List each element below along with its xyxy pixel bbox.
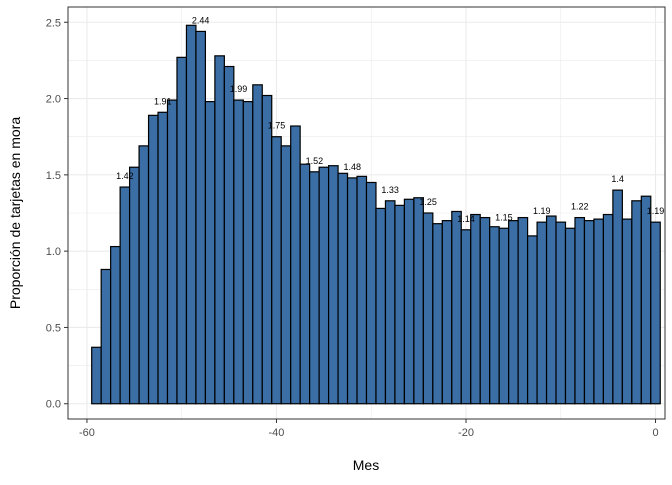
bar: [451, 210, 462, 405]
x-axis-title: Mes: [353, 457, 379, 473]
bar: [384, 200, 396, 405]
bar: [223, 65, 235, 405]
bar: [365, 181, 377, 405]
bar: [252, 84, 263, 405]
y-axis-title: Proporción de tarjetas en mora: [7, 117, 23, 309]
x-tick-label: -20: [458, 427, 474, 439]
bar: [204, 101, 216, 405]
bar: [517, 216, 529, 405]
x-axis: -60 -40 -20 0: [79, 419, 659, 439]
bar: [413, 197, 424, 405]
data-label: 1.75: [268, 121, 286, 131]
y-tick-label: 0.0: [46, 399, 61, 411]
y-axis: 0.0 0.5 1.0 1.5 2.0 2.5: [46, 17, 68, 411]
bar: [337, 172, 349, 405]
bar: [346, 177, 358, 405]
bar: [498, 227, 510, 405]
bar: [356, 175, 368, 405]
bar: [555, 221, 567, 405]
data-label: 1.19: [533, 206, 551, 216]
data-label: 1.22: [571, 202, 589, 212]
data-labels-group: 1.42 1.91 2.44 1.99 1.75 1.52 1.48 1.33 1.25 1.14…: [116, 15, 664, 223]
x-tick-label: 0: [652, 427, 658, 439]
bar: [176, 56, 188, 405]
data-label: 1.4: [611, 174, 624, 184]
bar: [612, 189, 623, 405]
bar: [508, 220, 519, 405]
bar: [526, 235, 538, 405]
data-label: 1.14: [457, 214, 475, 224]
bar: [91, 346, 102, 405]
y-tick-label: 1.5: [46, 170, 61, 182]
bar: [242, 101, 254, 405]
bar: [290, 125, 301, 405]
bar: [403, 198, 415, 405]
data-label: 1.33: [381, 185, 399, 195]
bar: [309, 171, 320, 405]
bar: [138, 145, 150, 405]
bar: [185, 24, 197, 405]
bar: [147, 114, 159, 405]
bar: [280, 145, 292, 405]
x-tick-label: -40: [269, 427, 285, 439]
bar: [394, 204, 406, 405]
data-label: 1.52: [306, 156, 324, 166]
bar: [583, 220, 595, 405]
y-tick-label: 1.0: [46, 246, 61, 258]
bar: [621, 218, 633, 405]
bar: [564, 227, 576, 405]
data-label: 1.42: [116, 171, 134, 181]
bar: [650, 221, 661, 405]
bar: [460, 229, 472, 405]
bar: [128, 166, 140, 405]
bar: [479, 216, 491, 405]
bar: [631, 200, 642, 405]
y-tick-label: 2.5: [46, 17, 61, 29]
bar: [545, 215, 557, 405]
data-label: 1.91: [154, 96, 172, 106]
data-label: 1.99: [230, 84, 248, 94]
bar: [470, 213, 481, 405]
data-label: 1.25: [419, 197, 437, 207]
data-label: 2.44: [192, 15, 210, 25]
bar: [214, 55, 225, 405]
bar: [441, 220, 453, 405]
bar: [593, 218, 605, 405]
bar: [271, 136, 282, 405]
bar: [422, 212, 434, 405]
bar: [166, 99, 178, 405]
bar: [233, 99, 244, 405]
bar: [119, 186, 131, 405]
bars-group: [91, 24, 661, 405]
panel-border: [67, 6, 666, 420]
y-tick-label: 2.0: [46, 94, 61, 106]
bar: [536, 221, 548, 405]
data-label: 1.48: [344, 162, 362, 172]
bar: [100, 268, 112, 405]
bar: [327, 165, 339, 405]
bar: [318, 166, 330, 405]
bar: [110, 245, 121, 405]
y-tick-label: 0.5: [46, 322, 61, 334]
bar: [375, 207, 387, 405]
bar: [640, 195, 652, 405]
data-label: 1.19: [647, 206, 665, 216]
x-tick-label: -60: [79, 427, 95, 439]
data-label: 1.15: [495, 212, 513, 222]
bar: [299, 163, 311, 405]
bar: [195, 30, 207, 405]
bar: [574, 216, 586, 405]
bar: [602, 213, 614, 405]
bar: [261, 94, 273, 405]
bar: [157, 111, 169, 405]
bar: [432, 223, 443, 405]
bar: [489, 226, 500, 405]
